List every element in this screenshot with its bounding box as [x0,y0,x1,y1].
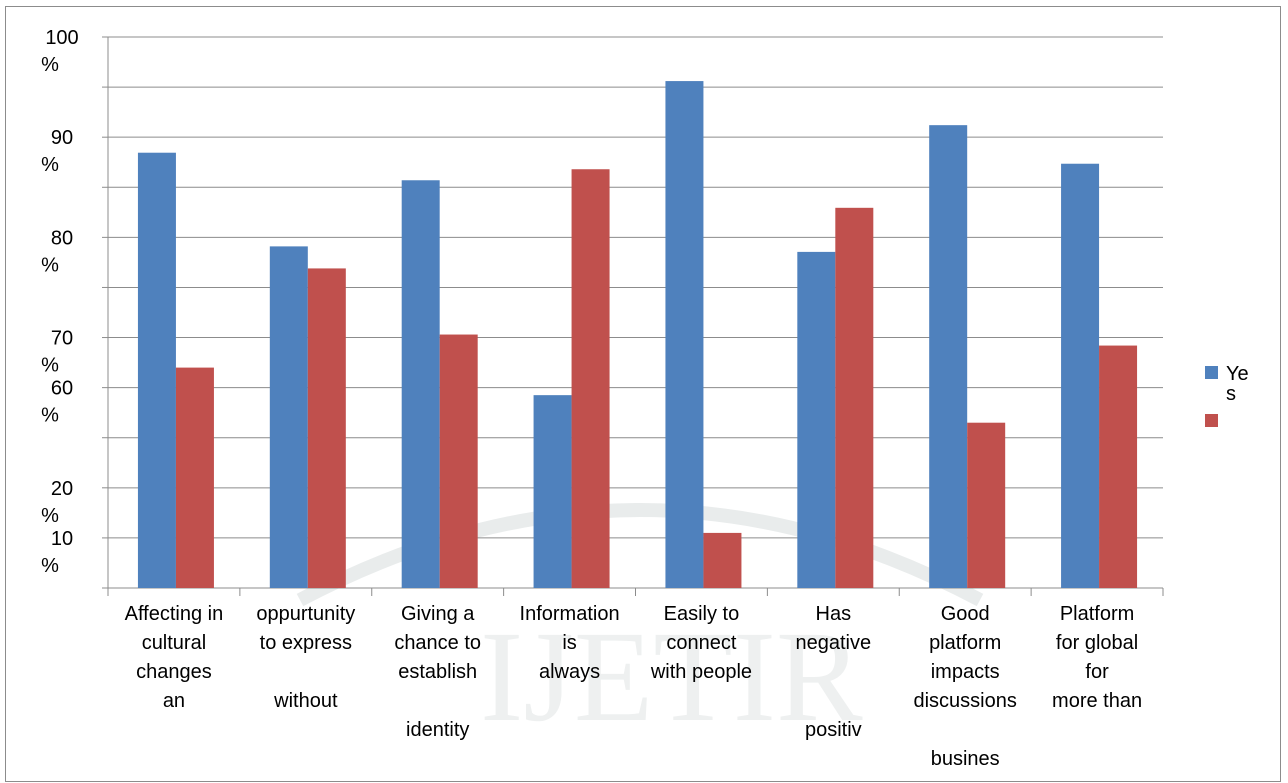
x-tick-label: cultural [142,632,206,654]
legend-swatch [1205,366,1218,379]
y-tick-label: 20 [51,478,73,500]
x-tick-label: chance to [394,632,481,654]
bar [402,180,440,588]
x-tick-label: establish [398,661,477,683]
x-tick-label: changes [136,661,212,683]
x-tick-label: Giving a [401,603,475,625]
x-tick-label: discussions [913,690,1016,712]
x-tick-label: with people [650,661,752,683]
x-tick-label: more than [1052,690,1142,712]
bar [929,125,967,588]
x-tick-label: Has [816,603,852,625]
y-tick-labels: 10%20%60%70%80%90%100% [41,27,79,577]
bar [703,533,741,588]
x-tick-label: to express [260,632,352,654]
y-tick-label-unit: % [41,54,59,76]
y-tick-label: 80 [51,227,73,249]
y-tick-label-unit: % [41,254,59,276]
legend-label: Ye [1226,363,1249,385]
bar [835,208,873,588]
bar [534,395,572,588]
bar [308,268,346,588]
x-tick-label: always [539,661,600,683]
x-tick-label: for global [1056,632,1138,654]
y-tick-label-unit: % [41,505,59,527]
legend-label: s [1226,383,1236,405]
bar [138,153,176,588]
x-tick-label: Good [941,603,990,625]
bar [176,368,214,588]
bar [270,246,308,588]
y-tick-label-unit: % [41,355,59,377]
y-tick-label-unit: % [41,154,59,176]
legend-swatch [1205,414,1218,427]
x-tick-label: Platform [1060,603,1134,625]
y-tick-label: 10 [51,528,73,550]
x-tick-label: is [562,632,576,654]
y-tick-label: 90 [51,127,73,149]
bars [138,81,1137,588]
bar [797,252,835,588]
x-tick-label: Information [520,603,620,625]
y-tick-label-unit: % [41,405,59,427]
x-tick-label: an [163,690,185,712]
x-tick-label: platform [929,632,1001,654]
bar [967,423,1005,588]
bar [440,335,478,588]
bar [1061,164,1099,588]
legend: Yes [1205,363,1249,427]
x-tick-label: negative [796,632,872,654]
y-tick-label-unit: % [41,555,59,577]
y-tick-label: 60 [51,378,73,400]
x-tick-label: for [1085,661,1109,683]
x-tick-label: Easily to [664,603,740,625]
bar [572,169,610,588]
bar [665,81,703,588]
x-tick-label: oppurtunity [256,603,355,625]
bar [1099,346,1137,588]
x-tick-label: busines [931,748,1000,770]
x-tick-label: connect [666,632,736,654]
x-tick-label: without [273,690,338,712]
x-tick-label: positiv [805,719,862,741]
x-tick-label: impacts [931,661,1000,683]
x-tick-label: identity [406,719,469,741]
x-tick-labels: Affecting in cultural changes an oppurtunity… [125,603,1142,770]
x-tick-label: Affecting in [125,603,224,625]
y-tick-label: 100 [45,27,78,49]
y-tick-label: 70 [51,328,73,350]
